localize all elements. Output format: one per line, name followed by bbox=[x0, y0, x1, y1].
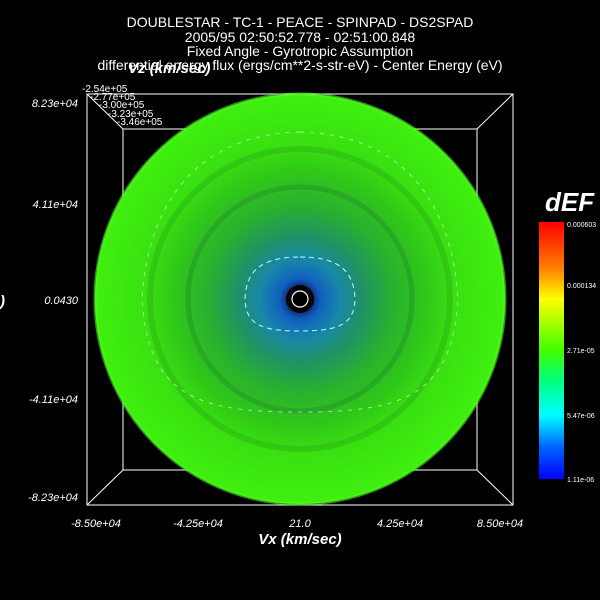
y-tick-label-1: 8.23e+04 bbox=[32, 98, 78, 110]
colorbar-tick-3: 2.71e-05 bbox=[567, 348, 595, 355]
y-tick-label-4: -4.11e+04 bbox=[29, 394, 78, 406]
y-tick-label-2: 4.11e+04 bbox=[33, 199, 78, 211]
plot-title-line-4: differential energy flux (ergs/cm**2-s-s… bbox=[97, 57, 503, 73]
x-tick-labels: -8.50e+04 -4.25e+04 21.0 4.25e+04 8.50e+… bbox=[71, 518, 523, 530]
colorbar-gradient bbox=[539, 222, 564, 479]
y-tick-label-3: 0.0430 bbox=[44, 295, 79, 307]
colorbar-tick-1: 0.000603 bbox=[567, 222, 596, 229]
x-tick-label-4: 4.25e+04 bbox=[377, 518, 423, 530]
x-tick-label-1: -8.50e+04 bbox=[71, 518, 121, 530]
x-axis-title: Vx (km/sec) bbox=[258, 531, 341, 548]
colorbar-tick-2: 0.000134 bbox=[567, 283, 596, 290]
colorbar-tick-4: 5.47e-06 bbox=[567, 413, 595, 420]
y-tick-labels: 8.23e+04 4.11e+04 0.0430 -4.11e+04 -8.23… bbox=[28, 98, 79, 504]
plot-title-line-1: DOUBLESTAR - TC-1 - PEACE - SPINPAD - DS… bbox=[126, 14, 474, 30]
contour-label-1: -2.54e+05 bbox=[82, 84, 128, 95]
colorbar-tick-5: 1.11e-06 bbox=[567, 477, 594, 484]
x-tick-label-2: -4.25e+04 bbox=[173, 518, 223, 530]
plot-title-line-2: 2005/95 02:50:52.778 - 02:51:00.848 bbox=[184, 29, 416, 45]
contour-label-4: -3.23e+05 bbox=[108, 109, 154, 120]
x-tick-label-3: 21.0 bbox=[288, 518, 311, 530]
x-tick-label-5: 8.50e+04 bbox=[477, 518, 523, 530]
colorbar-title: dEF bbox=[545, 187, 595, 217]
contour-line-inner bbox=[244, 256, 356, 332]
y-axis-fragment: ) bbox=[0, 293, 5, 310]
contour-label-3: -3.00e+05 bbox=[99, 100, 145, 111]
contour-labels: -2.54e+05 -2.77e+05 -3.00e+05 -3.23e+05 … bbox=[82, 84, 163, 128]
contour-line-core bbox=[291, 290, 309, 308]
y-tick-label-5: -8.23e+04 bbox=[28, 492, 78, 504]
contour-label-2: -2.77e+05 bbox=[90, 92, 136, 103]
contour-label-5: -3.46e+05 bbox=[117, 117, 163, 128]
distribution-sphere bbox=[93, 92, 507, 506]
contour-lines bbox=[141, 131, 459, 413]
colorbar: dEF 0.000603 0.000134 2.71e-05 5.47e-06 … bbox=[539, 187, 596, 484]
plot-title-line-3: Fixed Angle - Gyrotropic Assumption bbox=[186, 43, 414, 59]
y-axis-title: Vz (km/sec) bbox=[128, 60, 211, 77]
contour-line-outer bbox=[141, 131, 459, 413]
